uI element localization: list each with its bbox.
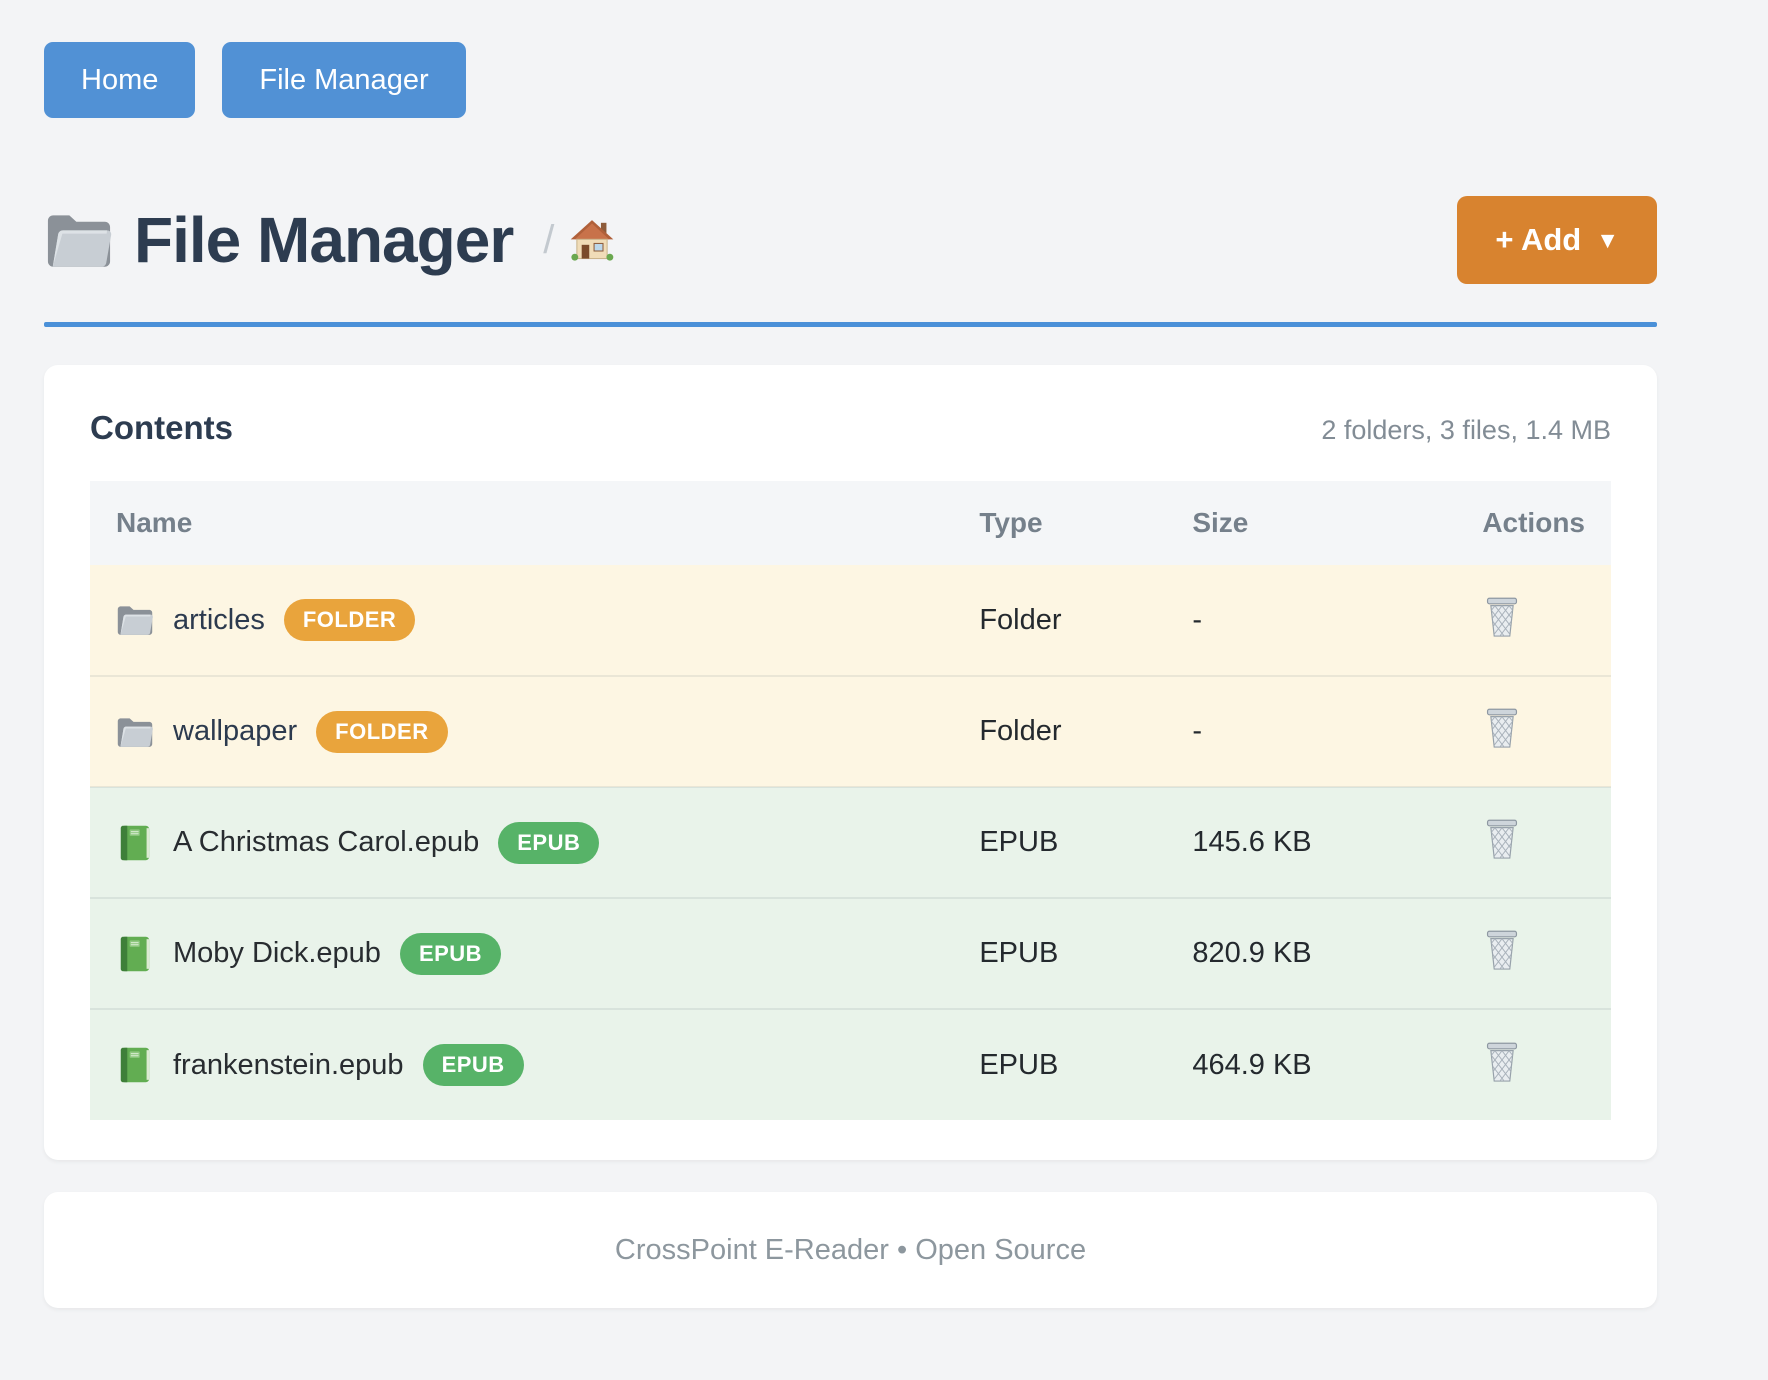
folder-icon	[116, 713, 154, 751]
type-cell: Folder	[953, 675, 1167, 787]
file-table: Name Type Size Actions articles FOLDER Fol…	[90, 481, 1611, 1120]
delete-button[interactable]	[1482, 816, 1522, 863]
home-button[interactable]: Home	[44, 42, 196, 118]
column-header-type: Type	[953, 481, 1167, 565]
actions-cell	[1456, 897, 1611, 1009]
table-row: Moby Dick.epub EPUB EPUB 820.9 KB	[90, 897, 1611, 1009]
page: Home File Manager File Manager /	[44, 0, 1657, 1308]
file-manager-button[interactable]: File Manager	[222, 42, 466, 118]
page-title: File Manager	[134, 204, 514, 276]
trash-icon	[1484, 818, 1520, 861]
actions-cell	[1456, 675, 1611, 787]
column-header-name: Name	[90, 481, 954, 565]
folder-icon	[44, 210, 114, 270]
contents-summary: 2 folders, 3 files, 1.4 MB	[1321, 415, 1611, 445]
type-badge: EPUB	[422, 1044, 524, 1086]
book-icon	[116, 1046, 154, 1084]
top-nav: Home File Manager	[44, 42, 1657, 118]
folder-icon	[116, 601, 154, 639]
file-name-link[interactable]: Moby Dick.epub	[173, 937, 381, 969]
type-cell: EPUB	[953, 786, 1167, 898]
delete-button[interactable]	[1482, 927, 1522, 974]
column-header-actions: Actions	[1456, 481, 1611, 565]
trash-icon	[1484, 1041, 1520, 1084]
size-cell: 820.9 KB	[1166, 897, 1457, 1009]
actions-cell	[1456, 565, 1611, 676]
size-cell: 145.6 KB	[1166, 786, 1457, 898]
add-button-label: + Add	[1495, 222, 1582, 257]
file-name-link[interactable]: frankenstein.epub	[173, 1048, 404, 1081]
contents-card: Contents 2 folders, 3 files, 1.4 MB Name…	[44, 365, 1657, 1160]
size-cell: 464.9 KB	[1166, 1008, 1457, 1120]
type-cell: Folder	[979, 603, 1062, 636]
house-icon[interactable]	[570, 218, 614, 262]
folder-name-link[interactable]: articles	[173, 603, 265, 636]
size-cell: -	[1166, 675, 1457, 787]
table-row: frankenstein.epub EPUB EPUB 464.9 KB	[90, 1008, 1611, 1120]
type-cell: EPUB	[953, 1008, 1167, 1120]
book-icon	[116, 824, 154, 862]
caret-down-icon: ▼	[1596, 226, 1619, 253]
page-header: File Manager / + Add ▼	[44, 196, 1657, 284]
card-title: Contents	[90, 409, 233, 446]
type-badge: FOLDER	[316, 710, 448, 753]
trash-icon	[1484, 707, 1520, 750]
column-header-size: Size	[1166, 481, 1457, 565]
type-badge: EPUB	[399, 932, 502, 975]
table-header-row: Name Type Size Actions	[90, 481, 1611, 565]
trash-icon	[1484, 929, 1520, 972]
table-row: articles FOLDER Folder -	[90, 565, 1611, 676]
table-row: wallpaper FOLDER Folder -	[90, 675, 1611, 787]
breadcrumb-separator: /	[543, 217, 555, 262]
type-cell: EPUB	[953, 897, 1167, 1009]
delete-button[interactable]	[1482, 594, 1522, 641]
delete-button[interactable]	[1482, 1039, 1522, 1086]
title-group: File Manager /	[44, 203, 614, 277]
type-badge: FOLDER	[283, 599, 416, 641]
table-row: A Christmas Carol.epub EPUB EPUB 145.6 KB	[90, 786, 1611, 898]
type-badge: EPUB	[498, 821, 600, 864]
file-name-link[interactable]: A Christmas Carol.epub	[173, 826, 480, 858]
card-head: Contents 2 folders, 3 files, 1.4 MB	[90, 409, 1611, 447]
actions-cell	[1456, 786, 1611, 898]
actions-cell	[1456, 1008, 1611, 1120]
delete-button[interactable]	[1482, 705, 1522, 752]
footer-text: CrossPoint E-Reader • Open Source	[614, 1233, 1087, 1266]
header-divider	[44, 322, 1657, 327]
book-icon	[116, 935, 154, 973]
table-body: articles FOLDER Folder - wallpaper FOLDER Fol…	[90, 565, 1611, 1120]
add-button[interactable]: + Add ▼	[1457, 196, 1657, 284]
size-cell: -	[1192, 603, 1202, 636]
folder-name-link[interactable]: wallpaper	[173, 715, 298, 747]
trash-icon	[1484, 596, 1520, 639]
footer: CrossPoint E-Reader • Open Source	[44, 1192, 1657, 1308]
